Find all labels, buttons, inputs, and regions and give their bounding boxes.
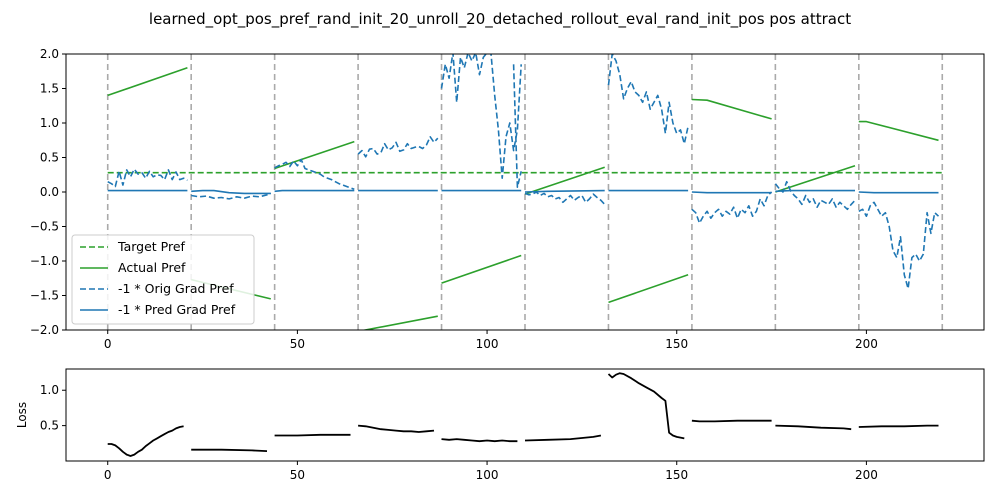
top-series bbox=[107, 54, 943, 330]
orig-grad-pref-line bbox=[774, 180, 856, 211]
bottom-axes-frame bbox=[65, 368, 985, 462]
y-tick-label: 0.5 bbox=[40, 419, 59, 433]
pred-grad-pref-line bbox=[691, 191, 772, 194]
x-tick-label: 50 bbox=[290, 468, 305, 482]
loss-line bbox=[858, 424, 939, 428]
x-tick-label: 50 bbox=[290, 337, 305, 351]
top-y-axis: −2.0 −1.5 −1.0 −0.5 0.0 0.5 1.0 1.5 2.0 bbox=[30, 47, 66, 337]
y-tick-label: −2.0 bbox=[30, 323, 59, 337]
orig-grad-pref-line bbox=[274, 158, 355, 190]
y-tick-label: 0.5 bbox=[40, 151, 59, 165]
x-tick-label: 200 bbox=[855, 468, 878, 482]
actual-pref-line bbox=[441, 254, 522, 284]
y-tick-label: 1.0 bbox=[40, 116, 59, 130]
orig-grad-pref-line bbox=[524, 191, 606, 205]
top-x-axis: 0 50 100 150 200 bbox=[104, 330, 878, 351]
pred-grad-pref-line bbox=[858, 191, 939, 194]
actual-pref-line bbox=[691, 98, 772, 120]
legend-label-target: Target Pref bbox=[117, 239, 186, 254]
pred-grad-pref-line bbox=[775, 189, 855, 193]
x-tick-label: 150 bbox=[665, 337, 688, 351]
bottom-y-axis: 0.5 1.0 bbox=[40, 383, 66, 433]
orig-grad-pref-line bbox=[858, 201, 940, 290]
actual-pref-line bbox=[524, 166, 605, 195]
y-tick-label: −0.5 bbox=[30, 220, 59, 234]
orig-grad-pref-line bbox=[107, 168, 188, 188]
legend-box bbox=[71, 234, 255, 325]
loss-line bbox=[775, 424, 852, 431]
loss-line bbox=[691, 419, 772, 423]
legend: Target Pref Actual Pref -1 * Orig Grad P… bbox=[71, 234, 255, 325]
y-tick-label: 1.5 bbox=[40, 82, 59, 96]
y-tick-label: 2.0 bbox=[40, 47, 59, 61]
y-tick-label: 0.0 bbox=[40, 185, 59, 199]
chart-title: learned_opt_pos_pref_rand_init_20_unroll… bbox=[149, 10, 851, 29]
x-tick-label: 100 bbox=[476, 337, 499, 351]
y-tick-label: −1.0 bbox=[30, 254, 59, 268]
orig-grad-pref-line bbox=[607, 54, 689, 145]
orig-grad-pref-line bbox=[512, 64, 522, 188]
actual-pref-line bbox=[775, 165, 856, 193]
x-tick-label: 150 bbox=[665, 468, 688, 482]
bottom-y-axis-label: Loss bbox=[15, 402, 29, 428]
pred-grad-pref-line bbox=[191, 189, 271, 195]
legend-label-orig-grad: -1 * Orig Grad Pref bbox=[118, 281, 234, 296]
actual-pref-line bbox=[361, 315, 438, 330]
y-tick-label: 1.0 bbox=[40, 383, 59, 397]
loss-line bbox=[191, 448, 268, 452]
actual-pref-line bbox=[608, 274, 689, 304]
orig-grad-pref-line bbox=[691, 191, 773, 224]
bottom-x-axis: 0 50 100 150 200 bbox=[104, 461, 878, 482]
loss-line bbox=[441, 438, 518, 443]
loss-line bbox=[358, 424, 435, 433]
legend-label-actual: Actual Pref bbox=[118, 260, 186, 275]
x-tick-label: 200 bbox=[855, 337, 878, 351]
pred-grad-pref-line bbox=[524, 189, 605, 193]
orig-grad-pref-line bbox=[357, 136, 439, 158]
x-tick-label: 0 bbox=[104, 468, 112, 482]
bottom-series bbox=[107, 372, 939, 457]
actual-pref-line bbox=[858, 120, 939, 142]
y-tick-label: −1.5 bbox=[30, 289, 59, 303]
pred-grad-pref-line bbox=[274, 189, 355, 193]
loss-line bbox=[524, 434, 602, 442]
x-tick-label: 0 bbox=[104, 337, 112, 351]
top-plot: 0 50 100 150 200 −2.0 −1.5 −1.0 −0.5 0.0 0.5 1.0 1.… bbox=[30, 47, 985, 351]
legend-label-pred-grad: -1 * Pred Grad Pref bbox=[118, 302, 236, 317]
actual-pref-line bbox=[107, 67, 188, 97]
loss-line bbox=[274, 433, 351, 437]
loss-line bbox=[107, 425, 184, 457]
actual-pref-line bbox=[274, 140, 355, 170]
bottom-plot: 0 50 100 150 200 0.5 1.0 Loss bbox=[15, 368, 985, 482]
x-tick-label: 100 bbox=[476, 468, 499, 482]
orig-grad-pref-line bbox=[440, 54, 522, 179]
orig-grad-pref-line bbox=[191, 192, 272, 200]
loss-line bbox=[607, 372, 685, 440]
